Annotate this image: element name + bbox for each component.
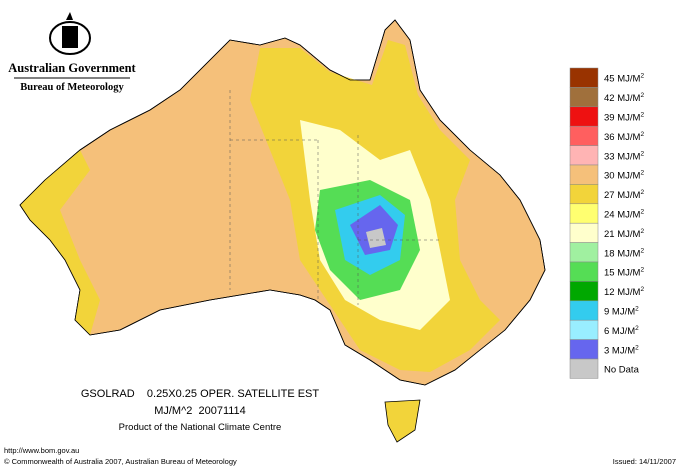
legend-swatch — [569, 203, 599, 224]
australia-map — [19, 19, 546, 443]
caption-line: MJ/M^2 20071114 — [154, 405, 246, 417]
legend-swatch — [569, 339, 599, 360]
legend-label-text: 45 MJ/M — [604, 74, 641, 85]
legend-label: 9 MJ/M2 — [604, 306, 639, 318]
legend-label: 33 MJ/M2 — [604, 150, 644, 162]
legend-label-sup: 2 — [640, 131, 644, 138]
legend-swatch — [569, 106, 599, 127]
legend-label: 27 MJ/M2 — [604, 189, 644, 201]
legend-label: 18 MJ/M2 — [604, 247, 644, 259]
legend-label-sup: 2 — [640, 73, 644, 80]
legend-label-text: 24 MJ/M — [604, 210, 641, 221]
footer-url: http://www.bom.gov.au — [4, 446, 79, 455]
caption-line: Product of the National Climate Centre — [119, 422, 282, 433]
footer-copyright: © Commonwealth of Australia 2007, Austra… — [4, 457, 237, 466]
agency-subtitle: Bureau of Meteorology — [20, 82, 124, 93]
legend-label: 21 MJ/M2 — [604, 228, 644, 240]
legend-label-sup: 2 — [635, 344, 639, 351]
legend-label-text: 27 MJ/M — [604, 190, 641, 201]
legend-label-text: 36 MJ/M — [604, 132, 641, 143]
legend-label: 30 MJ/M2 — [604, 170, 644, 182]
legend-label-sup: 2 — [640, 150, 644, 157]
legend-label-text: 42 MJ/M — [604, 93, 641, 104]
legend-label: 45 MJ/M2 — [604, 73, 644, 85]
legend-swatch — [569, 222, 599, 243]
legend-swatch — [569, 184, 599, 205]
legend-label: 12 MJ/M2 — [604, 286, 644, 298]
legend-label-sup: 2 — [640, 267, 644, 274]
legend-label: 3 MJ/M2 — [604, 344, 639, 356]
legend-label: 15 MJ/M2 — [604, 267, 644, 279]
legend-swatch — [569, 319, 599, 340]
legend-label: 36 MJ/M2 — [604, 131, 644, 143]
legend-swatch — [569, 242, 599, 263]
legend-label-text: 33 MJ/M — [604, 151, 641, 162]
legend-label-sup: 2 — [640, 92, 644, 99]
legend-swatch — [569, 145, 599, 166]
legend-swatch — [569, 164, 599, 185]
legend-swatch — [569, 358, 599, 379]
legend-label-sup: 2 — [640, 247, 644, 254]
legend-swatch — [569, 300, 599, 321]
legend-label: 6 MJ/M2 — [604, 325, 639, 337]
legend-label: 24 MJ/M2 — [604, 209, 644, 221]
legend-swatch — [569, 281, 599, 302]
crest — [49, 12, 91, 55]
legend-label-text: No Data — [604, 365, 640, 376]
legend-label-text: 18 MJ/M — [604, 248, 641, 259]
legend-label-sup: 2 — [640, 228, 644, 235]
legend-swatch — [569, 87, 599, 108]
legend-label-sup: 2 — [635, 306, 639, 313]
legend-label-sup: 2 — [635, 325, 639, 332]
legend-label: 42 MJ/M2 — [604, 92, 644, 104]
legend-label-text: 15 MJ/M — [604, 268, 641, 279]
legend-label: No Data — [604, 365, 640, 376]
footer-issued: Issued: 14/11/2007 — [613, 457, 676, 466]
legend-label-text: 39 MJ/M — [604, 113, 641, 124]
legend-label: 39 MJ/M2 — [604, 112, 644, 124]
legend-label-text: 9 MJ/M — [604, 307, 635, 318]
legend-label-text: 21 MJ/M — [604, 229, 641, 240]
legend-swatch — [569, 261, 599, 282]
legend-label-text: 30 MJ/M — [604, 171, 641, 182]
legend-label-sup: 2 — [640, 112, 644, 119]
legend-label-sup: 2 — [640, 170, 644, 177]
legend-swatch — [569, 125, 599, 146]
legend-label-text: 6 MJ/M — [604, 326, 635, 337]
legend-swatch — [569, 67, 599, 88]
legend-label-sup: 2 — [640, 189, 644, 196]
legend-label-text: 3 MJ/M — [604, 345, 635, 356]
legend-label-sup: 2 — [640, 209, 644, 216]
legend-label-text: 12 MJ/M — [604, 287, 641, 298]
agency-title: Australian Government — [8, 61, 136, 75]
caption-line: GSOLRAD 0.25X0.25 OPER. SATELLITE EST — [81, 388, 320, 400]
legend-label-sup: 2 — [640, 286, 644, 293]
